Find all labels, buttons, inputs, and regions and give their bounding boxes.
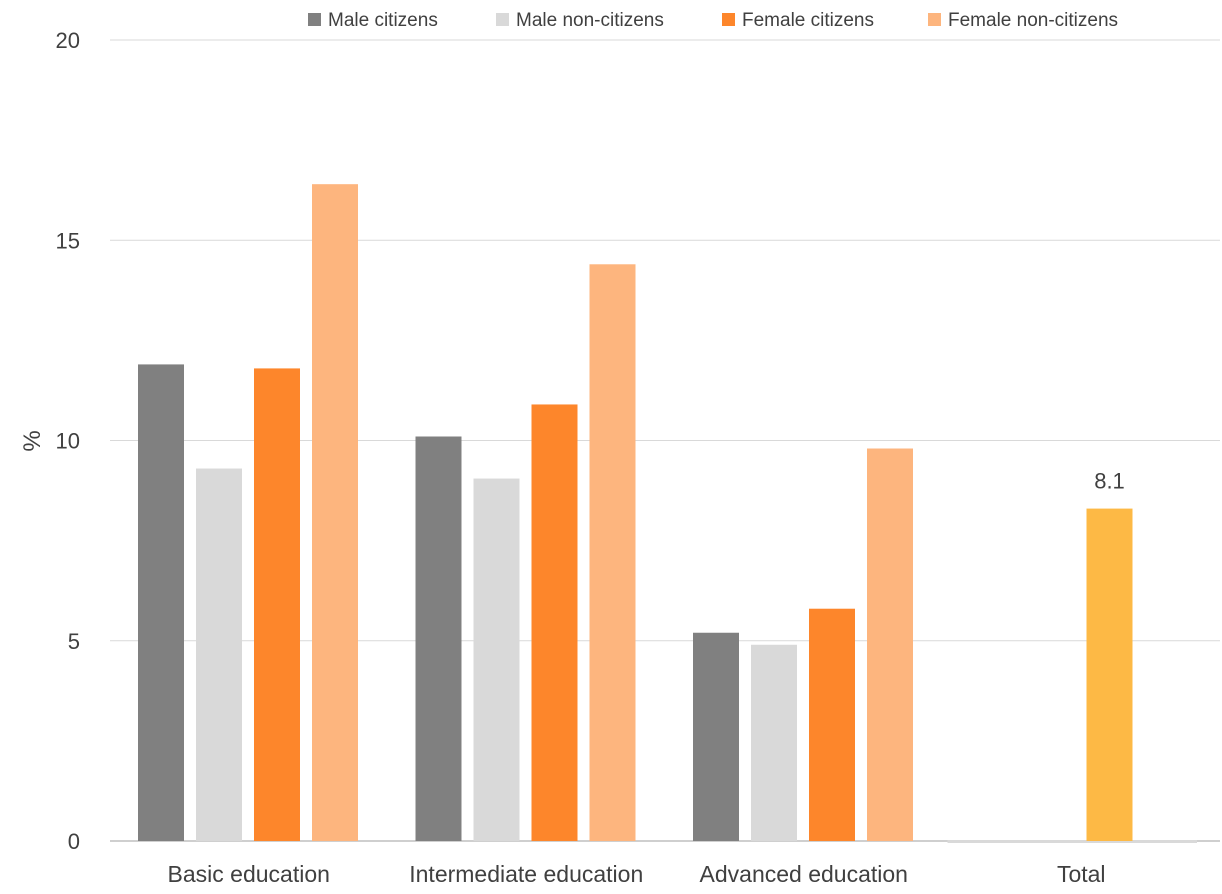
y-tick-label: 5 — [68, 629, 80, 654]
category-label: Basic education — [168, 861, 330, 887]
legend-label: Male citizens — [328, 10, 438, 31]
legend: Male citizens Male non-citizens Female cit… — [308, 10, 1118, 31]
bar-female-non-citizens — [589, 264, 636, 841]
bar-male-non-citizens — [473, 478, 520, 841]
bars — [138, 184, 1197, 843]
y-tick-label: 10 — [56, 429, 80, 454]
bar-female-citizens — [531, 404, 578, 841]
bar-male-non-citizens — [751, 644, 797, 841]
category-labels: Basic education Intermediate education Adv… — [168, 861, 1106, 887]
legend-swatch — [722, 13, 735, 26]
bar-female-non-citizens — [867, 448, 913, 841]
legend-label: Female non-citizens — [948, 10, 1118, 31]
bar-male-citizens — [415, 436, 462, 841]
bar-male-non-citizens — [196, 468, 242, 841]
legend-swatch — [308, 13, 321, 26]
bar-female-citizens — [254, 368, 300, 841]
bar-total — [1086, 508, 1133, 841]
bar-male-citizens — [693, 632, 739, 841]
legend-label: Female citizens — [742, 10, 874, 31]
total-data-label: 8.1 — [1094, 469, 1125, 494]
total-baseline-stub — [947, 840, 1197, 843]
data-labels: 8.1 — [1094, 469, 1125, 494]
legend-swatch — [496, 13, 509, 26]
legend-label: Male non-citizens — [516, 10, 664, 31]
legend-swatch — [928, 13, 941, 26]
y-tick-label: 20 — [56, 28, 80, 53]
bar-female-citizens — [809, 608, 855, 841]
category-label: Total — [1057, 861, 1106, 887]
bar-male-citizens — [138, 364, 184, 841]
y-axis-title: % — [19, 430, 46, 451]
category-label: Intermediate education — [409, 861, 643, 887]
category-label: Advanced education — [700, 861, 908, 887]
y-axis-tick-labels: 0 5 10 15 20 — [56, 28, 80, 854]
y-tick-label: 15 — [56, 228, 80, 253]
y-tick-label: 0 — [68, 829, 80, 854]
bar-female-non-citizens — [312, 184, 358, 841]
